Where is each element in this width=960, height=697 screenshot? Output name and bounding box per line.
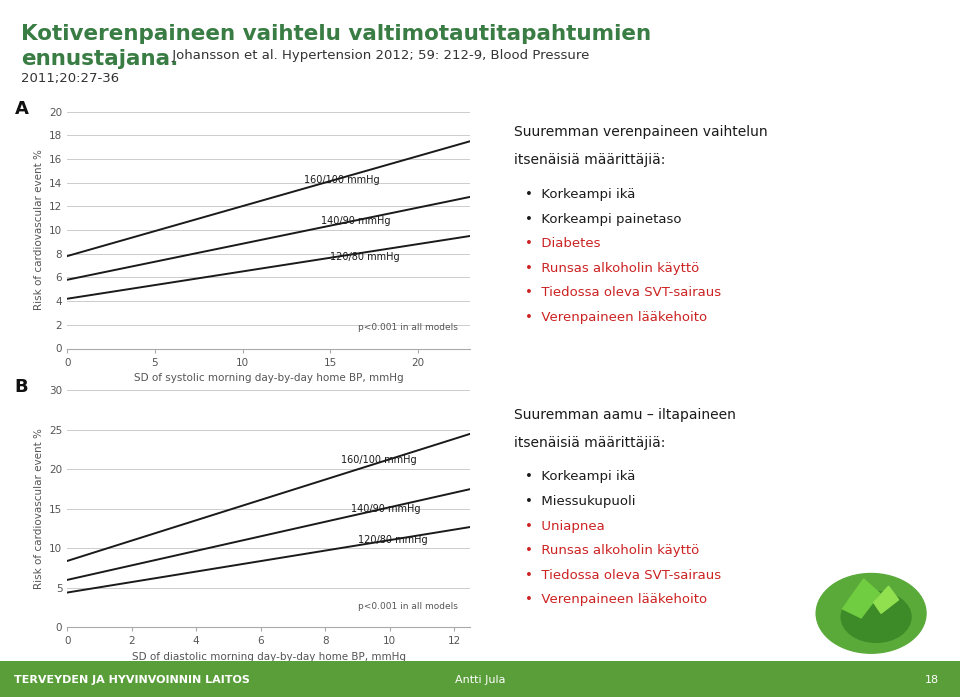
Circle shape: [841, 592, 911, 643]
Text: •  Diabetes: • Diabetes: [525, 237, 601, 250]
Text: TERVEYDEN JA HYVINVOINNIN LAITOS: TERVEYDEN JA HYVINVOINNIN LAITOS: [14, 675, 251, 684]
Text: p<0.001 in all models: p<0.001 in all models: [358, 323, 458, 332]
Text: Suuremman verenpaineen vaihtelun: Suuremman verenpaineen vaihtelun: [514, 125, 767, 139]
X-axis label: SD of diastolic morning day-by-day home BP, mmHg: SD of diastolic morning day-by-day home …: [132, 652, 406, 662]
Text: 2011;20:27-36: 2011;20:27-36: [21, 72, 119, 86]
Polygon shape: [874, 586, 899, 613]
Polygon shape: [843, 579, 879, 618]
Text: 160/100 mmHg: 160/100 mmHg: [304, 175, 379, 185]
Text: Johansson et al. Hypertension 2012; 59: 212-9, Blood Pressure: Johansson et al. Hypertension 2012; 59: …: [168, 49, 589, 62]
Text: 120/80 mmHg: 120/80 mmHg: [357, 535, 427, 546]
Text: 160/100 mmHg: 160/100 mmHg: [342, 455, 417, 465]
Text: •  Tiedossa oleva SVT-sairaus: • Tiedossa oleva SVT-sairaus: [525, 286, 721, 299]
Text: 140/90 mmHg: 140/90 mmHg: [351, 504, 420, 514]
Text: •  Korkeampi painetaso: • Korkeampi painetaso: [525, 213, 682, 226]
Text: Suuremman aamu – iltapaineen: Suuremman aamu – iltapaineen: [514, 408, 735, 422]
Text: itsenäisiä määrittäjiä:: itsenäisiä määrittäjiä:: [514, 153, 665, 167]
Text: •  Runsas alkoholin käyttö: • Runsas alkoholin käyttö: [525, 544, 700, 557]
Text: •  Verenpaineen lääkehoito: • Verenpaineen lääkehoito: [525, 311, 708, 324]
Circle shape: [816, 574, 926, 653]
Text: 18: 18: [924, 675, 939, 684]
Text: •  Uniapnea: • Uniapnea: [525, 519, 605, 533]
Text: •  Verenpaineen lääkehoito: • Verenpaineen lääkehoito: [525, 593, 708, 606]
Text: •  Korkeampi ikä: • Korkeampi ikä: [525, 188, 636, 201]
Text: Antti Jula: Antti Jula: [455, 675, 505, 684]
Text: p<0.001 in all models: p<0.001 in all models: [358, 602, 458, 611]
Text: Kotiverenpaineen vaihtelu valtimotautitapahtumien: Kotiverenpaineen vaihtelu valtimotautita…: [21, 24, 651, 45]
Text: •  Korkeampi ikä: • Korkeampi ikä: [525, 470, 636, 484]
Text: ennustajana.: ennustajana.: [21, 49, 179, 69]
Text: •  Miessukupuoli: • Miessukupuoli: [525, 495, 636, 508]
Text: itsenäisiä määrittäjiä:: itsenäisiä määrittäjiä:: [514, 436, 665, 450]
X-axis label: SD of systolic morning day-by-day home BP, mmHg: SD of systolic morning day-by-day home B…: [134, 373, 403, 383]
Y-axis label: Risk of cardiovascular event %: Risk of cardiovascular event %: [34, 429, 43, 589]
Text: •  Tiedossa oleva SVT-sairaus: • Tiedossa oleva SVT-sairaus: [525, 569, 721, 581]
Text: A: A: [14, 100, 29, 118]
Text: 140/90 mmHg: 140/90 mmHg: [322, 215, 391, 226]
Text: •  Runsas alkoholin käyttö: • Runsas alkoholin käyttö: [525, 262, 700, 275]
Text: B: B: [14, 378, 29, 397]
Y-axis label: Risk of cardiovascular event %: Risk of cardiovascular event %: [34, 150, 43, 310]
Text: 120/80 mmHg: 120/80 mmHg: [330, 252, 399, 262]
